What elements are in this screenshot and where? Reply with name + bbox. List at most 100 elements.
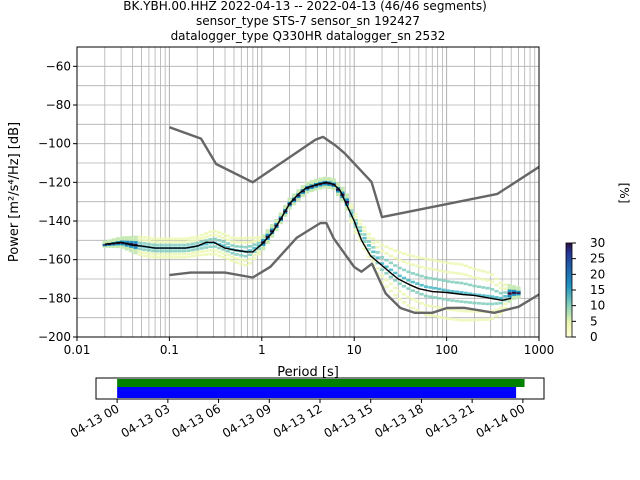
density-cell (168, 243, 173, 247)
density-cell (441, 288, 446, 292)
density-cell (393, 294, 398, 297)
colorbar-tick-label: 30 (590, 236, 605, 250)
density-cell (366, 255, 371, 259)
density-cell (133, 251, 138, 255)
density-cell (450, 299, 455, 302)
density-cell (432, 314, 437, 318)
density-cell (507, 289, 512, 293)
density-cell (173, 249, 178, 253)
density-cell (489, 287, 495, 291)
density-cell (296, 196, 301, 200)
density-cell (366, 244, 371, 247)
density-cell (397, 266, 402, 270)
density-cell (195, 238, 200, 242)
density-cell (489, 302, 495, 306)
density-cell (278, 215, 283, 219)
density-cell (415, 255, 420, 259)
density-cell (366, 232, 371, 236)
density-cell (146, 255, 151, 258)
density-cell (234, 237, 239, 240)
density-cell (445, 308, 451, 311)
density-cell (512, 293, 517, 296)
timeline-tick-label: 04-13 06 (169, 401, 223, 440)
density-cell (397, 282, 402, 285)
timeline-tick-label: 04-13 00 (68, 401, 122, 440)
x-tick-label: 100 (435, 343, 458, 357)
density-cell (261, 243, 266, 246)
density-cell (454, 271, 459, 275)
density-cell (507, 292, 512, 295)
density-cell (181, 240, 187, 244)
density-cell (344, 193, 349, 196)
density-cell (137, 238, 143, 242)
density-cell (195, 254, 200, 257)
density-cell (124, 238, 129, 241)
density-cell (252, 246, 257, 250)
density-cell (335, 191, 341, 195)
density-cell (388, 261, 393, 265)
density-cell (375, 267, 380, 270)
density-cell (243, 245, 248, 249)
density-cell (283, 204, 288, 208)
density-cell (450, 280, 455, 284)
colorbar-label: [%] (617, 183, 631, 204)
density-cell (313, 181, 319, 185)
density-cell (362, 229, 367, 233)
density-cell (441, 316, 446, 320)
density-cell (494, 296, 499, 299)
density-cell (133, 235, 138, 239)
density-cell (291, 201, 297, 204)
density-cell (199, 237, 204, 240)
density-cell (173, 237, 178, 241)
density-cell (432, 305, 437, 309)
density-cell (379, 243, 385, 247)
density-cell (234, 245, 239, 248)
data-coverage-bar (117, 379, 525, 387)
density-cell (362, 247, 367, 251)
density-cell (208, 249, 213, 252)
density-cell (115, 239, 121, 243)
density-cell (384, 272, 389, 275)
density-cell (406, 278, 411, 282)
density-cell (164, 243, 169, 247)
colorbar-tick-label: 5 (590, 314, 598, 328)
density-cell (313, 180, 319, 183)
density-cell (217, 231, 222, 234)
density-cell (476, 277, 481, 280)
density-cell (137, 253, 143, 257)
density-cell (489, 280, 495, 284)
density-cell (164, 237, 169, 241)
density-cell (151, 255, 156, 259)
density-cell (142, 248, 147, 251)
density-cell (397, 258, 402, 262)
density-cell (419, 265, 424, 269)
density-cell (357, 232, 363, 236)
density-cell (349, 217, 354, 221)
psd-coverage-bar (117, 387, 517, 398)
density-cell (498, 286, 503, 290)
density-cell (296, 190, 301, 194)
density-cell (199, 253, 204, 257)
density-cell (173, 252, 178, 256)
density-cell (340, 199, 345, 203)
density-cell (283, 206, 288, 210)
y-tick-label: −80 (46, 98, 71, 112)
mean-curve (104, 181, 512, 301)
density-cell (428, 304, 433, 308)
density-cell (388, 254, 393, 258)
density-cell (463, 309, 468, 313)
density-cell (349, 220, 354, 224)
density-cell (401, 260, 407, 264)
density-cell (379, 249, 385, 253)
density-cell (423, 266, 429, 270)
density-cell (340, 197, 345, 201)
density-cell (168, 237, 173, 241)
density-cell (318, 183, 323, 187)
density-cell (190, 236, 195, 239)
density-cell (463, 273, 468, 277)
density-cell (357, 226, 363, 229)
density-cell (472, 318, 477, 322)
density-cell (445, 298, 451, 302)
density-cell (146, 252, 151, 255)
